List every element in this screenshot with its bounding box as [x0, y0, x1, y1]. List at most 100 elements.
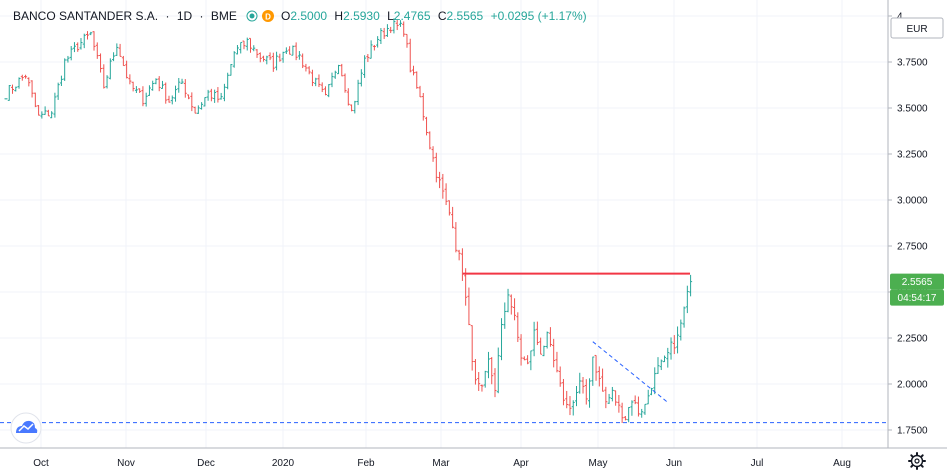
ohlc-bar — [418, 85, 422, 98]
ohlc-bar — [555, 351, 559, 373]
symbol-legend[interactable]: BANCO SANTANDER S.A. · 1D · BME D O2.500… — [13, 9, 587, 23]
ohlc-bar — [232, 51, 236, 68]
ohlc-bar — [24, 74, 28, 79]
currency-badge[interactable] — [890, 17, 944, 39]
ohlc-bar — [633, 395, 637, 405]
last-price-value: 2.5565 — [902, 277, 933, 288]
ohlc-bar — [614, 390, 618, 406]
ohlc-bar — [154, 78, 158, 85]
ohlc-bar — [53, 92, 57, 118]
ohlc-bar — [330, 72, 334, 88]
ohlc-bar — [307, 66, 311, 75]
ohlc-bar — [112, 52, 116, 62]
ohlc-bars — [4, 18, 693, 424]
ohlc-bar — [685, 285, 689, 314]
time-tick-label: Aug — [833, 458, 851, 469]
legend-separator: · — [200, 9, 204, 23]
high-label: H — [334, 9, 343, 23]
price-tick-label: 4 — [897, 12, 903, 23]
currency-label: EUR — [906, 24, 927, 35]
ohlc-bar — [581, 377, 585, 394]
ohlc-bar — [72, 42, 76, 53]
ohlc-bar — [86, 31, 89, 40]
ohlc-bar — [66, 55, 70, 63]
ohlc-bar — [496, 347, 500, 394]
ohlc-bar — [125, 60, 129, 79]
countdown-tag — [890, 289, 944, 306]
ohlc-bar — [43, 106, 47, 115]
vertical-grid — [40, 0, 843, 448]
ohlc-bar — [568, 396, 572, 416]
ohlc-bar — [617, 395, 621, 413]
ohlc-bar — [30, 80, 34, 98]
ohlc-bar — [177, 77, 181, 93]
time-axis[interactable]: Oct Nov Dec 2020 Feb Mar Apr May Jun Jul Aug — [33, 458, 851, 469]
ohlc-bar — [372, 44, 376, 51]
ohlc-bar — [408, 38, 412, 73]
high-value: 2.5930 — [343, 9, 380, 23]
time-tick-label: Nov — [117, 458, 135, 469]
ohlc-bar — [516, 312, 520, 343]
market-status-dot — [249, 13, 255, 19]
price-tick-label: 1.7500 — [897, 426, 928, 437]
ohlc-bar — [431, 146, 435, 162]
ohlc-bar — [294, 42, 298, 61]
ohlc-bar — [571, 400, 575, 416]
ohlc-bar — [226, 72, 230, 90]
ohlc-bar — [682, 306, 686, 328]
ohlc-bar — [584, 379, 588, 405]
ohlc-bar — [447, 200, 451, 216]
ohlc-bar — [623, 416, 627, 421]
ohlc-bar — [532, 321, 536, 357]
ohlc-bar — [663, 355, 667, 363]
ohlc-bar — [535, 321, 539, 346]
ohlc-bar — [379, 28, 383, 45]
ohlc-bar — [134, 86, 138, 94]
low-value: 2.4765 — [394, 9, 431, 23]
close-label: C — [438, 9, 447, 23]
ohlc-bar — [480, 384, 484, 392]
ohlc-bar — [69, 45, 73, 61]
ohlc-bar — [255, 49, 259, 58]
ohlc-bar — [235, 45, 239, 55]
price-tick-label: 2.7500 — [897, 242, 928, 253]
ohlc-bar — [216, 87, 220, 103]
ohlc-bar — [180, 78, 184, 85]
ohlc-bar — [666, 347, 670, 368]
ohlc-bar — [607, 393, 611, 404]
ohlc-bar — [301, 53, 305, 69]
ohlc-bar — [164, 82, 168, 104]
ohlc-bar — [490, 357, 494, 385]
ohlc-bar — [187, 94, 191, 100]
price-tick-label: 2.0000 — [897, 380, 928, 391]
ohlc-bar — [519, 334, 523, 366]
delayed-badge-icon[interactable] — [262, 10, 274, 22]
price-tick-label: 3.5000 — [897, 104, 928, 115]
ohlc-bar — [597, 366, 601, 387]
ohlc-bar — [333, 70, 337, 79]
trend-line[interactable] — [592, 341, 669, 403]
ohlc-bar — [421, 92, 425, 121]
interval-label: 1D — [177, 9, 193, 23]
ohlc-bar — [646, 389, 650, 405]
ohlc-bar — [444, 183, 448, 206]
ohlc-bar — [513, 298, 517, 321]
ohlc-bar — [4, 98, 8, 100]
ohlc-bar — [170, 95, 174, 105]
gear-icon[interactable] — [908, 452, 926, 470]
ohlc-bar — [441, 173, 445, 199]
ohlc-bar — [653, 367, 657, 395]
tradingview-cloud-icon[interactable] — [10, 412, 42, 444]
ohlc-bar — [278, 53, 282, 62]
ohlc-bar — [366, 53, 370, 62]
ohlc-bar — [174, 85, 178, 102]
time-tick-label: Jul — [751, 458, 764, 469]
ohlc-bar — [500, 318, 504, 361]
ohlc-bar — [203, 97, 207, 107]
ohlc-bar — [636, 396, 640, 417]
ohlc-bar — [17, 77, 21, 89]
ohlc-bar — [451, 206, 455, 229]
ohlc-bar — [219, 92, 223, 100]
